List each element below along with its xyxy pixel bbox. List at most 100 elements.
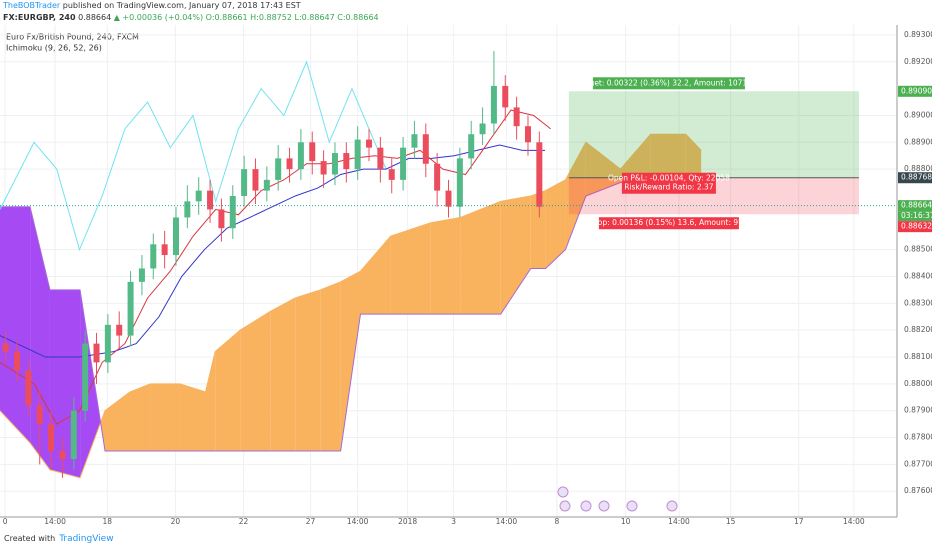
y-tick-label: 0.88900 <box>904 137 932 146</box>
chart-title: Euro Fx/British Pound, 240, FXCM <box>6 33 139 42</box>
x-tick-label: 8 <box>555 517 560 526</box>
candle-body <box>388 169 395 180</box>
candle-body <box>104 324 111 363</box>
cloud-segment <box>179 383 206 451</box>
span-b-line <box>0 182 702 452</box>
cloud-segment <box>215 330 241 451</box>
x-tick-label: 17 <box>794 517 804 526</box>
price-label-bg <box>898 200 932 212</box>
candle-body <box>502 85 509 108</box>
event-icon <box>559 500 571 512</box>
y-tick-label: 0.88000 <box>904 379 932 388</box>
cloud-segment <box>360 236 391 315</box>
price-label: 0.88768 <box>901 173 932 182</box>
cloud-segment <box>295 289 321 451</box>
x-tick-label: 14:00 <box>496 517 518 526</box>
y-tick-label: 0.87700 <box>904 459 932 468</box>
candle-body <box>70 410 77 460</box>
price: 0.88664 <box>78 13 112 22</box>
countdown: 03:16:37 <box>901 211 932 220</box>
candle-body <box>343 153 350 170</box>
event-icon <box>580 500 592 512</box>
y-tick-label: 0.88400 <box>904 272 932 281</box>
cloud-segment <box>320 281 341 451</box>
created: Created with <box>4 534 56 543</box>
candle-body <box>93 343 100 363</box>
candle-body <box>400 147 407 180</box>
y-tick-label: 0.88200 <box>904 325 932 334</box>
y-tick-label: 0.87800 <box>904 433 932 442</box>
span-a-line <box>0 133 702 479</box>
candle-body <box>411 134 418 148</box>
cloud-segment <box>150 383 180 451</box>
indicator-line <box>0 109 551 425</box>
price-label: 0.88632 <box>901 222 932 231</box>
brand: TradingView <box>59 534 114 544</box>
x-tick-label: 14:00 <box>843 517 865 526</box>
candle-body <box>172 217 179 256</box>
candle-body <box>490 85 497 124</box>
indicator-label: Ichimoku (9, 26, 52, 26) <box>6 44 102 53</box>
x-tick-label: 22 <box>239 517 249 526</box>
symbol: FX:EURGBP, 240 <box>3 13 76 22</box>
cloud-segment <box>0 206 31 443</box>
y-tick-label: 0.88800 <box>904 164 932 173</box>
x-tick-label: 3 <box>451 517 456 526</box>
price-label-bg <box>898 85 932 97</box>
cloud-segment <box>545 179 566 269</box>
cloud-segment <box>240 311 271 451</box>
target-label: Target: 0.00322 (0.36%) 32.2, Amount: 10… <box>578 78 760 87</box>
candle-body <box>2 343 9 352</box>
chart: Euro Fx/British Pound, 240, FXCM Ichimok… <box>0 25 932 526</box>
target-zone <box>568 91 859 178</box>
candle-body <box>25 370 32 406</box>
x-tick-label: 20 <box>171 517 181 526</box>
candle-body <box>331 153 338 175</box>
x-tick-label: 14:00 <box>668 517 690 526</box>
footer: Created with TradingView <box>4 534 114 544</box>
event-icon <box>626 500 638 512</box>
candle-body <box>207 190 214 210</box>
candle-body <box>366 139 373 148</box>
candle-body <box>241 169 248 196</box>
y-tick-label: 0.88500 <box>904 245 932 254</box>
candle-body <box>48 424 55 451</box>
candle-body <box>422 134 429 164</box>
cloud-segment <box>685 134 702 183</box>
price-label: 0.89090 <box>901 86 932 95</box>
candle-body <box>445 190 452 207</box>
cloud-segment <box>565 142 586 250</box>
candle-body <box>434 163 441 191</box>
candle-body <box>82 343 89 411</box>
cloud-segment <box>500 195 531 315</box>
candle-body <box>184 201 191 218</box>
x-tick-label: 14:00 <box>347 517 369 526</box>
candle-body <box>59 450 66 460</box>
cloud-segment <box>205 351 216 451</box>
candle-body <box>377 147 384 170</box>
x-tick-label: 15 <box>726 517 736 526</box>
target-label-bg <box>592 77 745 90</box>
y-tick-label: 0.89000 <box>904 110 932 119</box>
cloud-segment <box>105 391 131 451</box>
candle-body <box>127 281 134 336</box>
cloud-segment <box>270 297 296 451</box>
indicator-line <box>0 144 546 358</box>
candle-body <box>138 268 145 282</box>
candle-body <box>36 405 43 425</box>
y-tick-label: 0.88300 <box>904 298 932 307</box>
candle-body <box>275 158 282 180</box>
candle-body <box>536 142 543 207</box>
change: ▲ +0.00036 (+0.04%) <box>113 13 204 22</box>
x-tick-label: 10 <box>621 517 631 526</box>
candle-body <box>524 126 531 143</box>
cloud-segment <box>430 217 461 315</box>
cloud-segment <box>390 222 431 315</box>
candle-body <box>309 142 316 162</box>
y-tick-label: 0.87600 <box>904 486 932 495</box>
cloud-segment <box>130 383 151 451</box>
y-tick-label: 0.89200 <box>904 57 932 66</box>
candle-body <box>14 351 21 371</box>
candle-body <box>195 190 202 202</box>
